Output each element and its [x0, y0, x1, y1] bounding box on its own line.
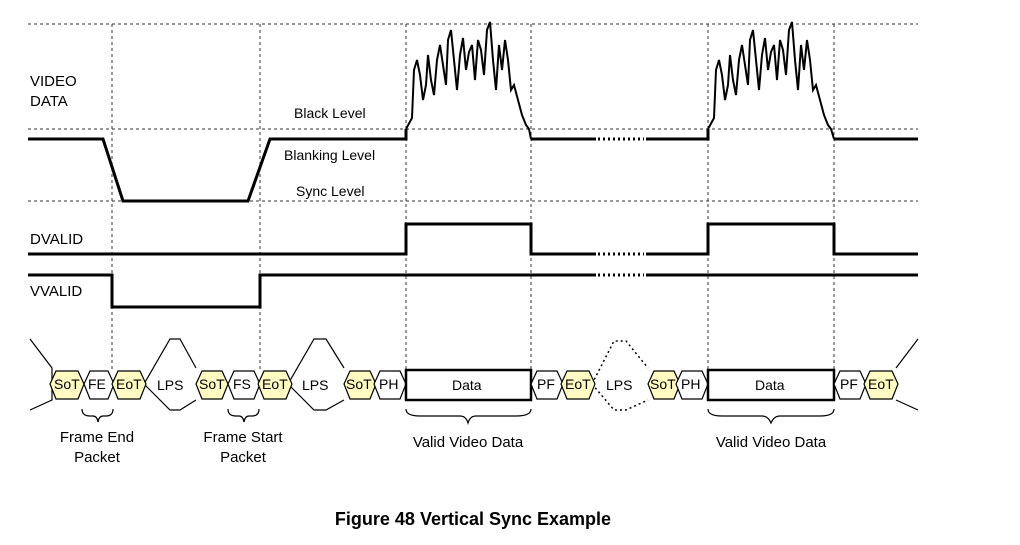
lps-label-1: LPS [157, 377, 183, 393]
lps-label-3: LPS [606, 377, 632, 393]
data-label-2: Data [755, 377, 785, 393]
eot-label-2: EoT [262, 376, 288, 392]
vvalid-waveform [28, 273, 918, 309]
eot-packet-2 [257, 370, 293, 400]
frame-end-caption-line1: Frame End [60, 429, 134, 446]
eot-label-3: EoT [565, 376, 591, 392]
frame-end-brace [81, 408, 114, 423]
horizontal-grid-lines [28, 23, 918, 202]
frame-start-caption-line2: Packet [220, 449, 267, 466]
fe-label: FE [88, 376, 106, 392]
video-data-waveform [28, 21, 918, 203]
eot-packet-4 [863, 370, 899, 400]
dvalid-waveform [28, 222, 918, 256]
sot-label-1: SoT [54, 376, 80, 392]
pf-label-2: PF [840, 376, 858, 392]
data-packet-1 [404, 368, 533, 402]
frame-end-caption-line2: Packet [74, 449, 121, 466]
eot-label-4: EoT [868, 376, 894, 392]
valid-video-brace-1 [405, 408, 532, 426]
eot-packet-1 [111, 370, 147, 400]
valid-video-caption-1: Valid Video Data [413, 434, 524, 451]
video-data-label-line2: DATA [30, 93, 68, 110]
sync-level-label: Sync Level [296, 183, 364, 199]
ph-label-2: PH [681, 376, 700, 392]
eot-packet-3 [560, 370, 596, 400]
vvalid-label: VVALID [30, 283, 82, 300]
lps-label-2: LPS [302, 377, 328, 393]
eot-label-1: EoT [116, 376, 142, 392]
braces [81, 408, 835, 426]
pf-label-1: PF [537, 376, 555, 392]
blanking-level-label: Blanking Level [284, 147, 375, 163]
data-label-1: Data [452, 377, 482, 393]
sot-label-4: SoT [650, 376, 676, 392]
data-packet-2 [706, 368, 836, 402]
vertical-grid-lines [111, 24, 835, 372]
sot-label-2: SoT [199, 376, 225, 392]
fs-label: FS [233, 376, 251, 392]
frame-start-caption-line1: Frame Start [203, 429, 283, 446]
valid-video-brace-2 [707, 408, 835, 425]
packet-sequence: SoT FE EoT LPS SoT FS EoT LPS SoT PH Dat… [49, 368, 899, 402]
valid-video-caption-2: Valid Video Data [716, 434, 827, 451]
ph-label-1: PH [379, 376, 398, 392]
video-data-label-line1: VIDEO [30, 73, 77, 90]
frame-start-brace [227, 408, 260, 423]
sot-label-3: SoT [346, 376, 372, 392]
dvalid-label: DVALID [30, 231, 83, 248]
black-level-label: Black Level [294, 105, 366, 121]
figure-title: Figure 48 Vertical Sync Example [335, 509, 611, 529]
